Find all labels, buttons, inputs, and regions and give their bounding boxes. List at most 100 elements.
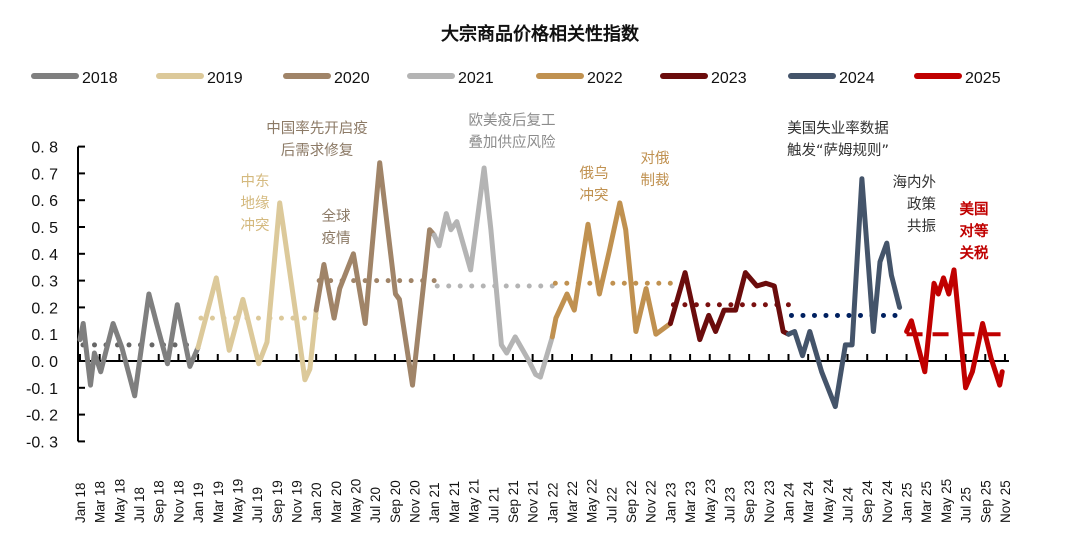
legend-label: 2021 [458,70,494,87]
legend-item-2019: 2019 [156,70,243,87]
legend-item-2025: 2025 [914,70,1001,87]
x-tick-label: Mar 20 [329,481,344,523]
x-tick-label: Nov 22 [644,480,659,523]
annotation-text: 美国失业率数据 [787,120,889,137]
x-tick-label: Mar 18 [93,481,108,523]
annotation-text: 全球 [322,207,351,225]
x-tick-label: Jul 25 [959,487,974,523]
annotation-text: 冲突 [580,187,609,204]
y-tick-label: -0. 2 [26,408,58,425]
x-tick-label: Jan 24 [781,482,796,523]
annotation-text: 疫情 [322,230,351,247]
y-tick-label: 0. 7 [31,166,58,183]
annotation-text: 对俄 [641,150,670,167]
x-tick-label: Jul 21 [486,487,501,523]
x-tick-label: Nov 19 [289,480,304,523]
x-tick-label: Jul 24 [841,486,856,523]
legend-item-2020: 2020 [283,70,370,87]
x-tick-label: May 24 [821,478,836,523]
x-tick-label: Jul 22 [604,487,619,523]
x-tick-label: May 22 [585,479,600,523]
x-tick-label: Jul 18 [132,487,147,523]
x-tick-label: Mar 24 [801,480,816,523]
x-tick-label: Mar 21 [447,481,462,523]
annotation-text: 冲突 [241,217,270,234]
annotation-text: 俄乌 [580,165,609,182]
x-tick-label: Sep 23 [742,480,757,523]
y-tick-label: 0. 1 [31,327,58,344]
x-tick-label: Jan 22 [545,482,560,523]
x-tick-label: May 25 [939,479,954,523]
x-tick-label: Nov 21 [526,480,541,523]
x-tick-label: May 23 [703,479,718,523]
x-tick-label: May 20 [349,479,364,523]
x-tick-label: Sep 24 [860,480,875,523]
series-line-2019 [195,200,319,383]
annotation-text: 关税 [960,244,989,262]
y-tick-label: -0. 1 [26,381,58,398]
x-tick-label: Mar 22 [565,481,580,523]
series-lines [77,160,1005,410]
series-line-2020 [313,160,437,388]
x-tick-label: Jan 19 [191,482,206,523]
annotation-text: 制裁 [641,172,670,189]
annotation-text: 后需求修复 [281,141,354,159]
x-tick-label: Sep 22 [624,480,639,523]
x-tick-label: Sep 21 [506,480,521,523]
annotation-text: 共振 [907,218,936,235]
x-tick-label: Jul 20 [368,487,383,523]
x-tick-label: Mar 19 [211,481,226,523]
legend-item-2022: 2022 [536,70,623,87]
annotation-text: 对等 [960,222,989,240]
x-tick-label: Jan 21 [427,482,442,523]
series-line-2024 [786,176,903,410]
x-tick-label: Nov 18 [171,480,186,523]
legend-label: 2024 [839,70,875,87]
series-line-2022 [549,200,673,340]
y-tick-label: 0. 2 [31,300,58,317]
y-tick-label: 0. 0 [31,354,58,371]
y-tick-label: 0. 6 [31,193,58,210]
x-tick-label: May 19 [230,479,245,523]
legend-label: 2020 [334,70,370,87]
legend-label: 2022 [587,70,623,87]
x-tick-label: Jan 25 [900,482,915,523]
x-tick-label: Nov 25 [998,480,1013,523]
x-tick-label: Jul 23 [722,487,737,523]
y-tick-label: 0. 8 [31,140,58,157]
x-tick-label: May 21 [467,479,482,523]
legend-item-2018: 2018 [31,70,118,87]
x-tick-label: Nov 20 [408,480,423,523]
y-tick-label: 0. 4 [31,247,58,264]
x-tick-label: Nov 24 [880,480,895,523]
legend-item-2023: 2023 [660,70,747,87]
annotation-text: 欧美疫后复工 [469,111,556,129]
legend: 2018 2019 2020 2021 2022 2023 2024 2025 [31,70,1001,87]
x-tick-label: Jan 18 [73,482,88,523]
annotation-text: 政策 [907,196,936,213]
annotation-text: 叠加供应风险 [469,133,556,151]
y-tick-label: 0. 3 [31,274,58,291]
x-tick-label: Jan 23 [663,482,678,523]
legend-label: 2019 [207,70,243,87]
annotation-text: 中国率先开启疫 [266,120,368,137]
x-tick-label: Nov 23 [762,480,777,523]
chart-title: 大宗商品价格相关性指数 [441,23,640,45]
x-tick-label: May 18 [112,479,127,523]
x-tick-label: Mar 23 [683,481,698,523]
axes: 0. 8 0. 7 0. 6 0. 5 0. 4 0. 3 0. 2 0. 1 0. 0 -0. … [26,140,1013,523]
legend-label: 2018 [82,70,118,87]
y-tick-label: 0. 5 [31,220,58,237]
series-line-2018 [77,291,201,399]
annotation-text: 美国 [960,200,989,218]
x-tick-label: Sep 18 [152,480,167,523]
x-tick-label: Sep 19 [270,480,285,523]
legend-item-2024: 2024 [788,70,875,87]
